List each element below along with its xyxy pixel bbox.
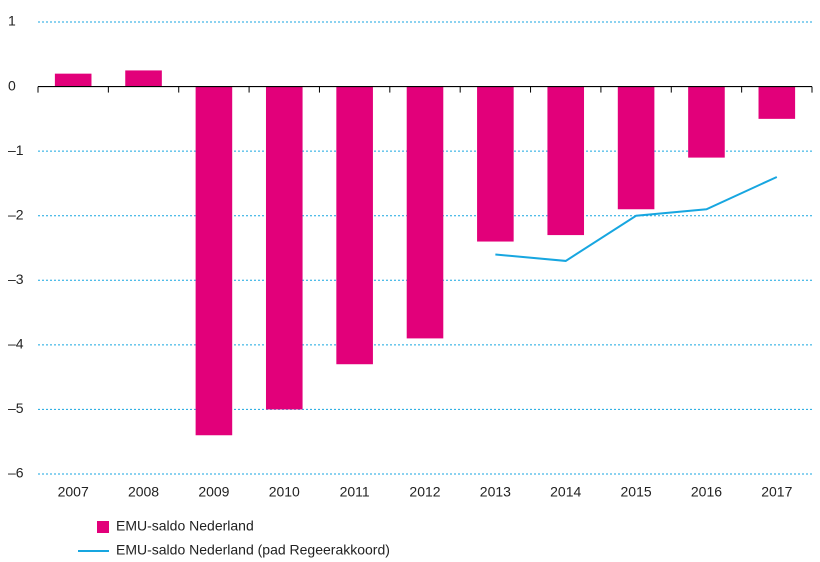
x-tick-label: 2013 (480, 484, 511, 500)
legend-swatch (97, 521, 109, 533)
bar (758, 86, 796, 119)
x-tick-label: 2007 (58, 484, 89, 500)
x-tick-label: 2014 (550, 484, 581, 500)
bar (265, 86, 303, 410)
y-tick-label: –3 (8, 271, 24, 287)
bar (477, 86, 514, 242)
y-tick-label: –4 (8, 336, 24, 352)
legend-label: EMU-saldo Nederland (116, 518, 254, 534)
bar (54, 73, 92, 87)
line (495, 176, 778, 262)
bar (195, 86, 233, 436)
x-tick-label: 2015 (621, 484, 652, 500)
bar (617, 86, 655, 210)
bar (406, 86, 444, 339)
bar (547, 86, 585, 236)
y-tick-label: 1 (8, 13, 16, 29)
bar (336, 86, 373, 365)
y-tick-label: –5 (8, 400, 24, 416)
y-tick-label: –6 (8, 465, 24, 481)
x-tick-label: 2010 (269, 484, 300, 500)
y-tick-label: –1 (8, 142, 24, 158)
bar (125, 70, 162, 87)
x-tick-label: 2012 (409, 484, 440, 500)
x-tick-label: 2009 (198, 484, 229, 500)
x-tick-label: 2011 (340, 484, 370, 500)
y-tick-label: –2 (8, 206, 24, 222)
legend-label: EMU-saldo Nederland (pad Regeerakkoord) (116, 542, 390, 558)
x-tick-label: 2017 (761, 484, 792, 500)
x-tick-label: 2016 (691, 484, 722, 500)
bar (688, 86, 725, 158)
x-tick-label: 2008 (128, 484, 159, 500)
y-tick-label: 0 (8, 77, 16, 93)
